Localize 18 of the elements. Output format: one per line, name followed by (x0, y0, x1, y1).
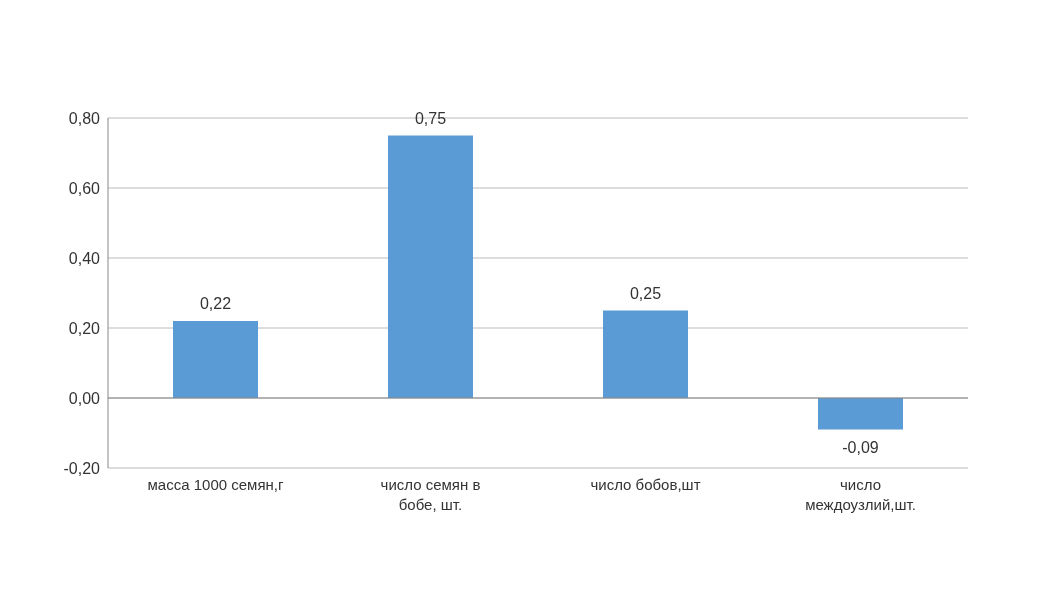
y-tick-label: 0,60 (68, 179, 101, 197)
x-tick-label: число семян в бобе, шт. (380, 476, 481, 513)
bar (173, 321, 258, 398)
data-label: 0,75 (414, 109, 447, 127)
y-tick-label: 0,00 (68, 389, 101, 407)
x-tick-label: число бобов,шт (590, 476, 701, 493)
bar (603, 310, 688, 398)
data-label: 0,22 (199, 295, 232, 312)
y-tick-label: 0,40 (68, 249, 101, 267)
data-label: 0,25 (629, 284, 662, 302)
bar (388, 135, 473, 398)
data-label: -0,09 (842, 438, 879, 456)
bar (818, 398, 903, 430)
x-tick-label: масса 1000 семян,г (147, 476, 284, 493)
y-tick-label: 0,20 (68, 319, 101, 337)
y-tick-label: 0,80 (68, 109, 101, 127)
y-tick-label: -0,20 (63, 459, 101, 477)
x-tick-label: число междоузлий,шт. (805, 476, 916, 513)
